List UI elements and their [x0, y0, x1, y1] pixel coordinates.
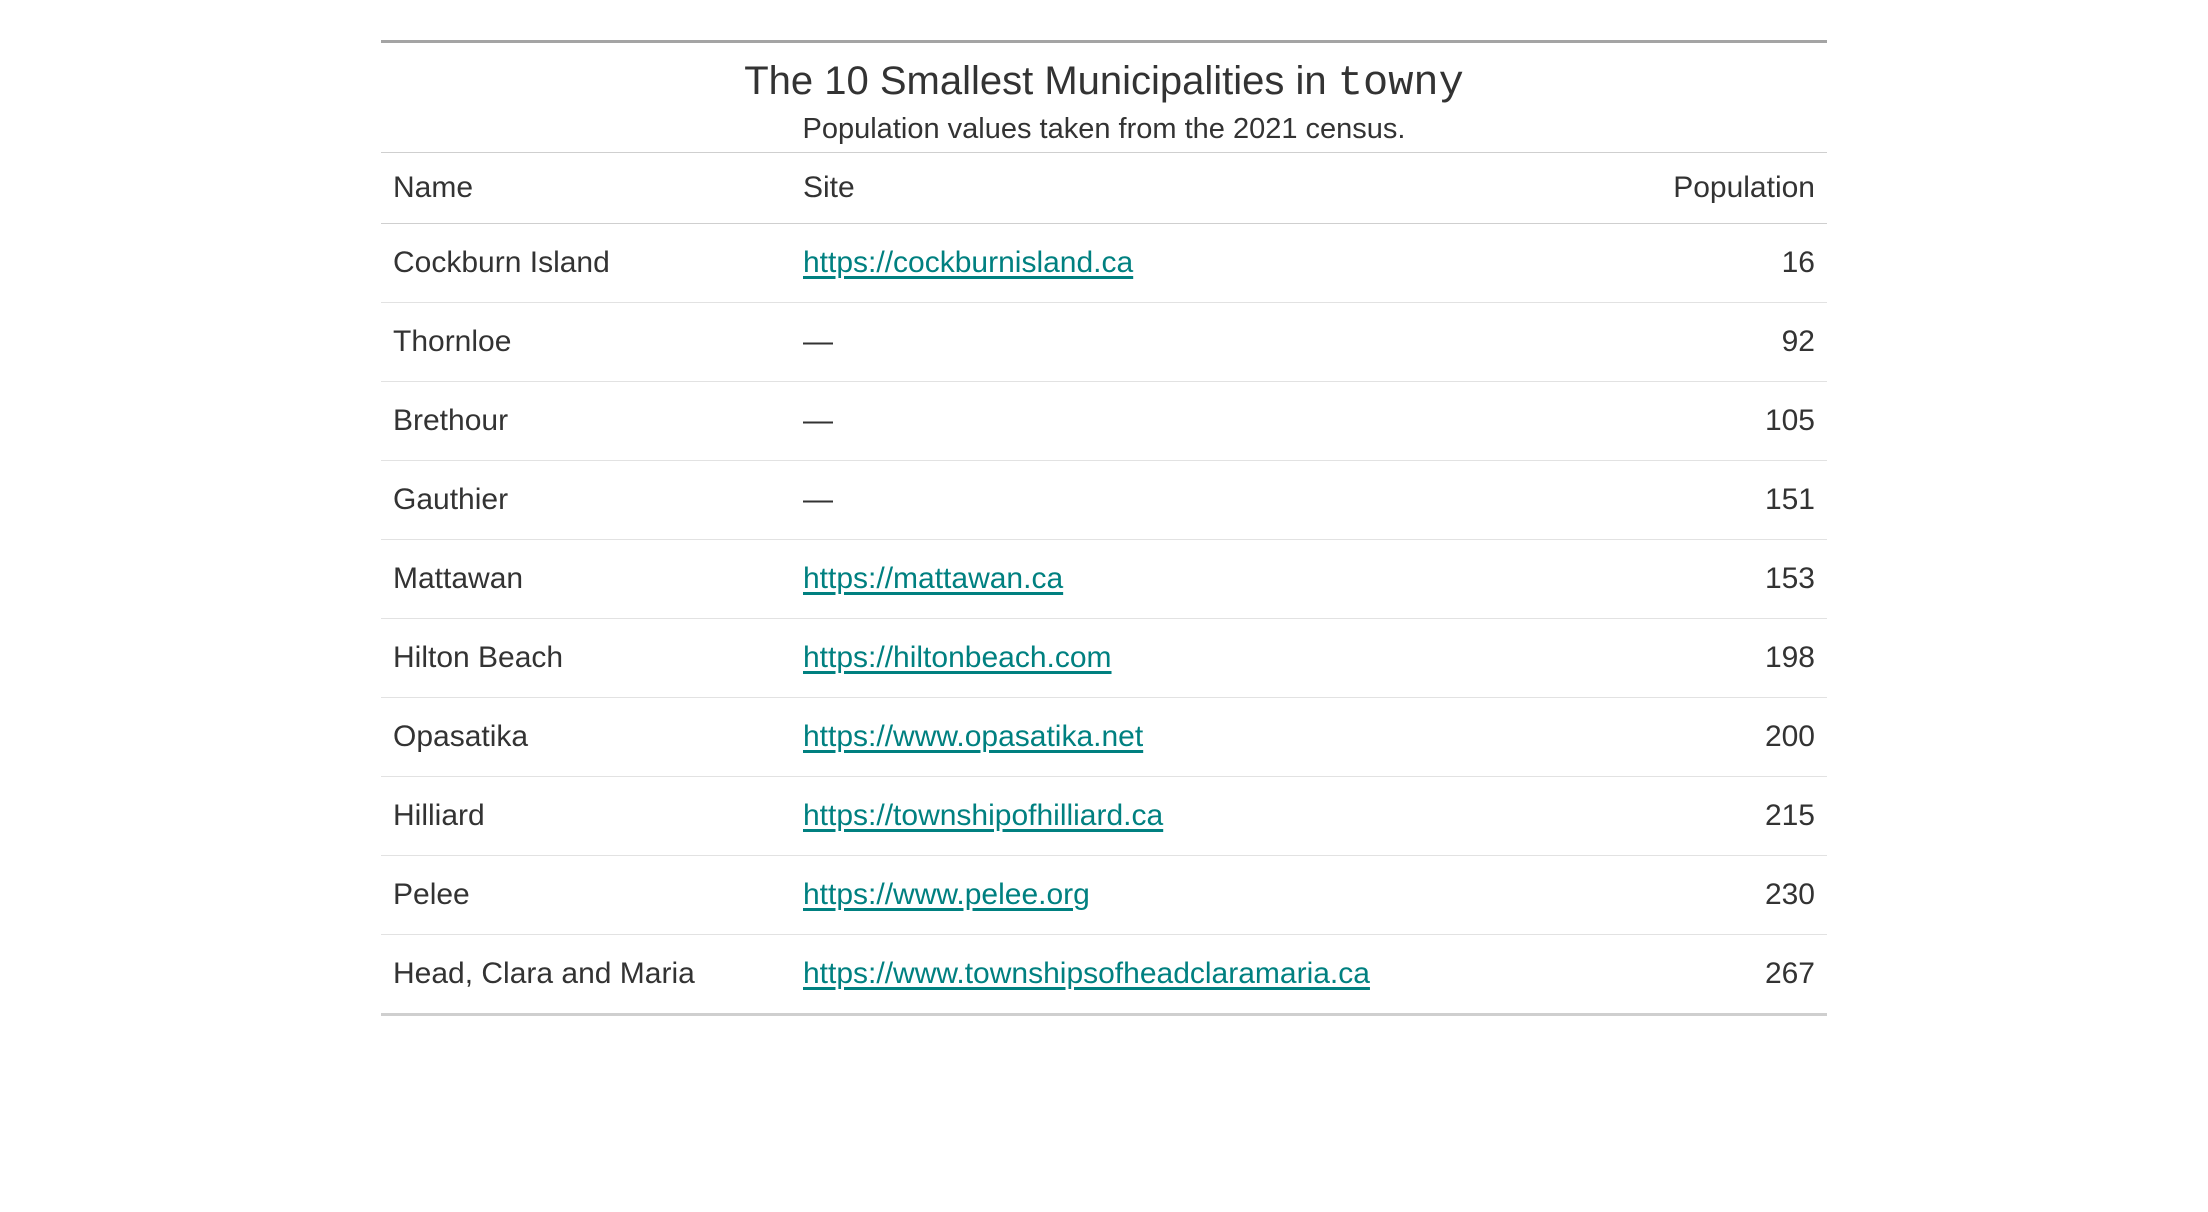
table-row: Head, Clara and Maria https://www.townshi…: [381, 935, 1827, 1015]
site-na: —: [803, 483, 833, 516]
cell-name: Gauthier: [381, 461, 791, 540]
cell-site: —: [791, 382, 1607, 461]
cell-population: 153: [1607, 540, 1827, 619]
cell-name: Head, Clara and Maria: [381, 935, 791, 1015]
cell-site: https://townshipofhilliard.ca: [791, 777, 1607, 856]
top-rule: [381, 40, 1827, 43]
cell-name: Pelee: [381, 856, 791, 935]
site-link[interactable]: https://mattawan.ca: [803, 562, 1063, 595]
site-na: —: [803, 404, 833, 437]
table-row: Thornloe — 92: [381, 303, 1827, 382]
cell-name: Opasatika: [381, 698, 791, 777]
title-prefix: The 10 Smallest Municipalities in: [744, 59, 1338, 103]
site-link[interactable]: https://townshipofhilliard.ca: [803, 799, 1163, 832]
cell-site: https://mattawan.ca: [791, 540, 1607, 619]
page-subtitle: Population values taken from the 2021 ce…: [381, 113, 1827, 146]
table-row: Gauthier — 151: [381, 461, 1827, 540]
cell-name: Hilliard: [381, 777, 791, 856]
title-code: towny: [1338, 59, 1464, 107]
cell-population: 16: [1607, 224, 1827, 303]
cell-site: —: [791, 461, 1607, 540]
table-row: Opasatika https://www.opasatika.net 200: [381, 698, 1827, 777]
site-link[interactable]: https://www.townshipsofheadclaramaria.ca: [803, 957, 1370, 990]
table-row: Pelee https://www.pelee.org 230: [381, 856, 1827, 935]
site-link[interactable]: https://www.pelee.org: [803, 878, 1090, 911]
cell-name: Mattawan: [381, 540, 791, 619]
table-row: Hilton Beach https://hiltonbeach.com 198: [381, 619, 1827, 698]
cell-population: 215: [1607, 777, 1827, 856]
page-title: The 10 Smallest Municipalities in towny: [381, 59, 1827, 107]
cell-site: —: [791, 303, 1607, 382]
site-link[interactable]: https://www.opasatika.net: [803, 720, 1143, 753]
table-row: Hilliard https://townshipofhilliard.ca 215: [381, 777, 1827, 856]
cell-population: 230: [1607, 856, 1827, 935]
cell-population: 198: [1607, 619, 1827, 698]
cell-site: https://hiltonbeach.com: [791, 619, 1607, 698]
site-link[interactable]: https://cockburnisland.ca: [803, 246, 1133, 279]
site-link[interactable]: https://hiltonbeach.com: [803, 641, 1112, 674]
table-row: Brethour — 105: [381, 382, 1827, 461]
site-na: —: [803, 325, 833, 358]
title-block: The 10 Smallest Municipalities in towny …: [381, 47, 1827, 152]
table-row: Mattawan https://mattawan.ca 153: [381, 540, 1827, 619]
cell-population: 267: [1607, 935, 1827, 1015]
cell-name: Thornloe: [381, 303, 791, 382]
cell-site: https://www.opasatika.net: [791, 698, 1607, 777]
cell-site: https://cockburnisland.ca: [791, 224, 1607, 303]
cell-population: 92: [1607, 303, 1827, 382]
col-header-site: Site: [791, 153, 1607, 224]
cell-population: 105: [1607, 382, 1827, 461]
table-header-row: Name Site Population: [381, 153, 1827, 224]
cell-name: Cockburn Island: [381, 224, 791, 303]
cell-name: Brethour: [381, 382, 791, 461]
table-container: The 10 Smallest Municipalities in towny …: [381, 40, 1827, 1016]
table-row: Cockburn Island https://cockburnisland.ca…: [381, 224, 1827, 303]
cell-site: https://www.townshipsofheadclaramaria.ca: [791, 935, 1607, 1015]
col-header-population: Population: [1607, 153, 1827, 224]
municipalities-table: Name Site Population Cockburn Island http…: [381, 152, 1827, 1016]
cell-population: 151: [1607, 461, 1827, 540]
col-header-name: Name: [381, 153, 791, 224]
cell-site: https://www.pelee.org: [791, 856, 1607, 935]
cell-name: Hilton Beach: [381, 619, 791, 698]
cell-population: 200: [1607, 698, 1827, 777]
